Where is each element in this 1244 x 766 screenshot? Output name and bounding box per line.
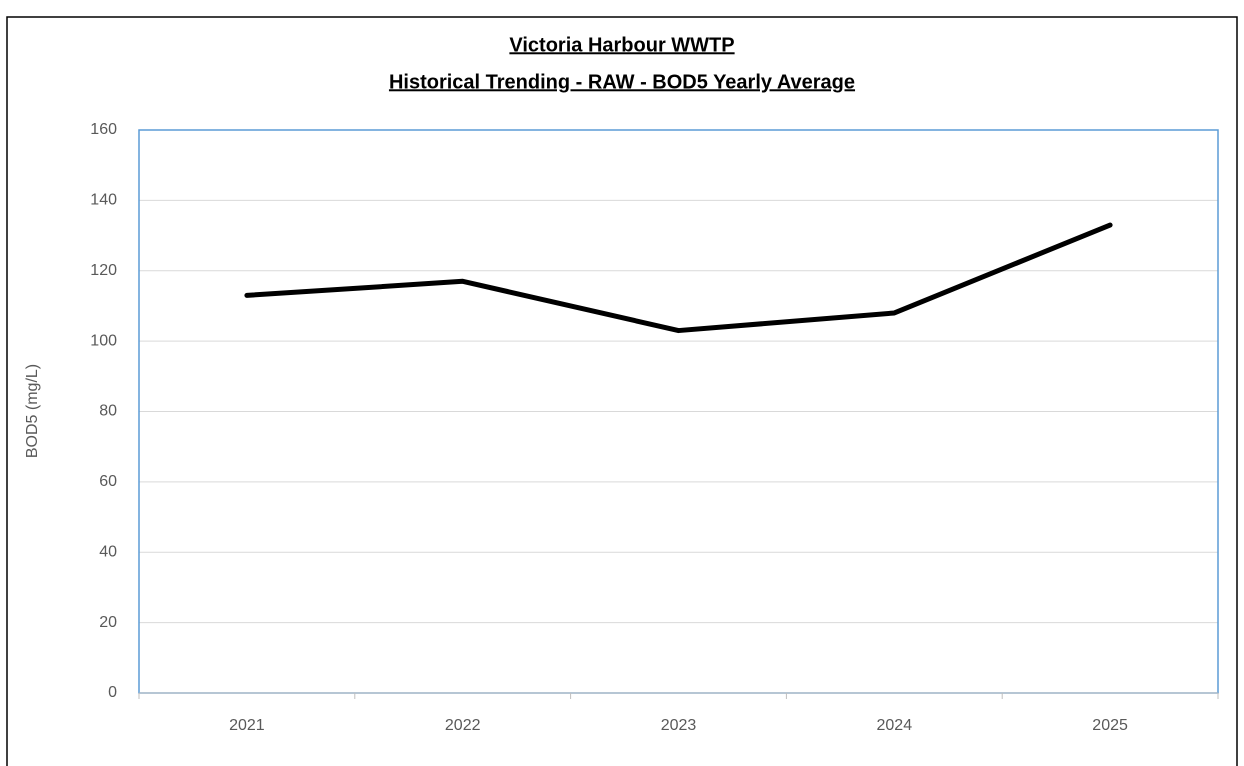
x-tick-label: 2024 [877, 717, 913, 734]
y-tick-label: 0 [108, 684, 117, 701]
x-tick-label: 2025 [1092, 717, 1128, 734]
y-tick-label: 120 [90, 262, 117, 279]
x-tick-label: 2021 [229, 717, 265, 734]
y-tick-label: 140 [90, 192, 117, 209]
chart-frame [6, 16, 1238, 766]
x-tick-label: 2023 [661, 717, 697, 734]
chart-title: Victoria Harbour WWTP [509, 34, 734, 56]
y-tick-label: 20 [99, 614, 117, 631]
y-tick-label: 160 [90, 121, 117, 138]
chart-subtitle: Historical Trending - RAW - BOD5 Yearly … [389, 71, 855, 93]
data-line [244, 222, 1113, 334]
y-tick-label: 60 [99, 473, 117, 490]
x-tick-label: 2022 [445, 717, 481, 734]
y-tick-label: 80 [99, 403, 117, 420]
y-axis-label: BOD5 (mg/L) [24, 364, 41, 458]
y-tick-label: 40 [99, 543, 117, 560]
y-tick-label: 100 [90, 332, 117, 349]
